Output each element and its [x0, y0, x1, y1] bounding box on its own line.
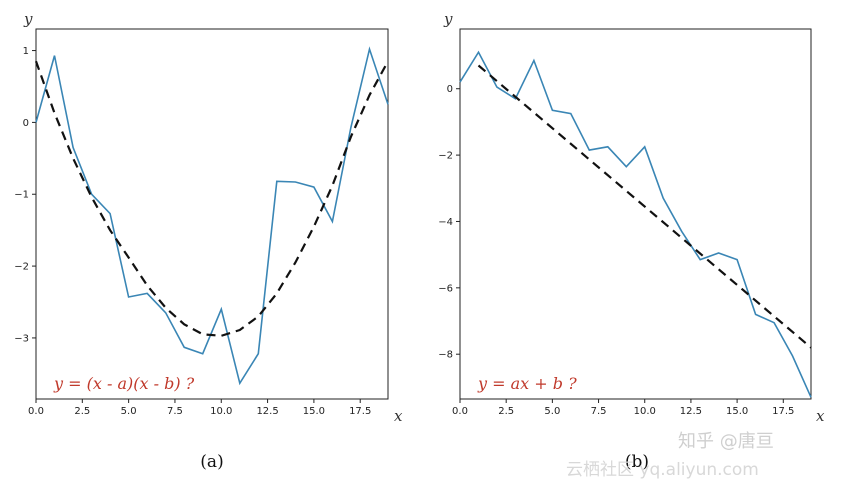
xtick-label-a: 5.0 [121, 406, 137, 417]
xtick-label-b: 10.0 [634, 406, 656, 417]
ytick-label-b: 0 [447, 84, 453, 95]
xtick-label-a: 10.0 [210, 406, 232, 417]
series-fit-b [477, 64, 812, 349]
caption-a: (a) [200, 452, 223, 472]
series-noisy-b [459, 50, 812, 398]
ytick-label-a: −3 [14, 333, 29, 344]
xtick-label-b: 12.5 [680, 406, 702, 417]
xtick-label-a: 0.0 [28, 406, 44, 417]
ytick-label-b: −8 [438, 350, 453, 361]
xtick-label-a: 7.5 [167, 406, 183, 417]
ylabel-a: y [23, 10, 33, 28]
xtick-label-b: 17.5 [772, 406, 794, 417]
panel-a: 0.0 2.5 5.0 7.5 10.0 12.5 15.0 17.5 1 0 −1 −2 −3 y x… [14, 10, 403, 472]
ytick-label-a: −1 [14, 190, 29, 201]
ytick-label-b: −4 [438, 217, 453, 228]
axes-a: 0.0 2.5 5.0 7.5 10.0 12.5 15.0 17.5 1 0 −1 −2 −3 [14, 46, 371, 417]
xtick-label-a: 12.5 [256, 406, 278, 417]
xtick-label-b: 15.0 [726, 406, 748, 417]
plot-frame-b [459, 28, 812, 400]
ytick-label-a: 0 [23, 118, 29, 129]
ytick-label-b: −2 [438, 151, 453, 162]
xlabel-a: x [394, 407, 403, 425]
ylabel-b: y [443, 10, 453, 28]
ytick-label-a: −2 [14, 262, 29, 273]
plot-frame-a [35, 28, 389, 400]
series-noisy-a [35, 46, 389, 386]
watermark-zhihu: 知乎 @唐亘 [678, 431, 774, 452]
xtick-label-b: 7.5 [591, 406, 607, 417]
xtick-label-b: 2.5 [498, 406, 514, 417]
xtick-label-a: 2.5 [74, 406, 90, 417]
xtick-label-b: 5.0 [544, 406, 560, 417]
xtick-label-a: 17.5 [349, 406, 371, 417]
annotation-a: y = (x - a)(x - b) ? [53, 374, 195, 393]
panel-b: 0.0 2.5 5.0 7.5 10.0 12.5 15.0 17.5 0 −2 −4 −6 −8 y … [438, 10, 825, 472]
watermark-site: 云栖社区 yq.aliyun.com [566, 460, 759, 480]
xtick-label-a: 15.0 [303, 406, 325, 417]
annotation-b: y = ax + b ? [477, 374, 577, 393]
xtick-label-b: 0.0 [452, 406, 468, 417]
ytick-label-b: −6 [438, 283, 453, 294]
xlabel-b: x [816, 407, 825, 425]
caption-b: (b) [625, 452, 649, 472]
axes-b: 0.0 2.5 5.0 7.5 10.0 12.5 15.0 17.5 0 −2 −4 −6 −8 [438, 84, 794, 417]
series-fit-a [34, 60, 389, 337]
ytick-label-a: 1 [23, 46, 29, 57]
